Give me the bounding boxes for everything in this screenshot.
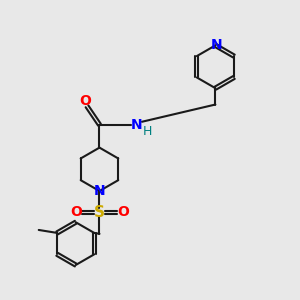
Text: O: O xyxy=(80,94,92,108)
Text: S: S xyxy=(94,205,105,220)
Text: O: O xyxy=(117,206,129,219)
Text: O: O xyxy=(70,206,82,219)
Text: N: N xyxy=(131,118,142,132)
Text: N: N xyxy=(211,38,223,52)
Text: N: N xyxy=(94,184,105,198)
Text: H: H xyxy=(143,125,153,138)
